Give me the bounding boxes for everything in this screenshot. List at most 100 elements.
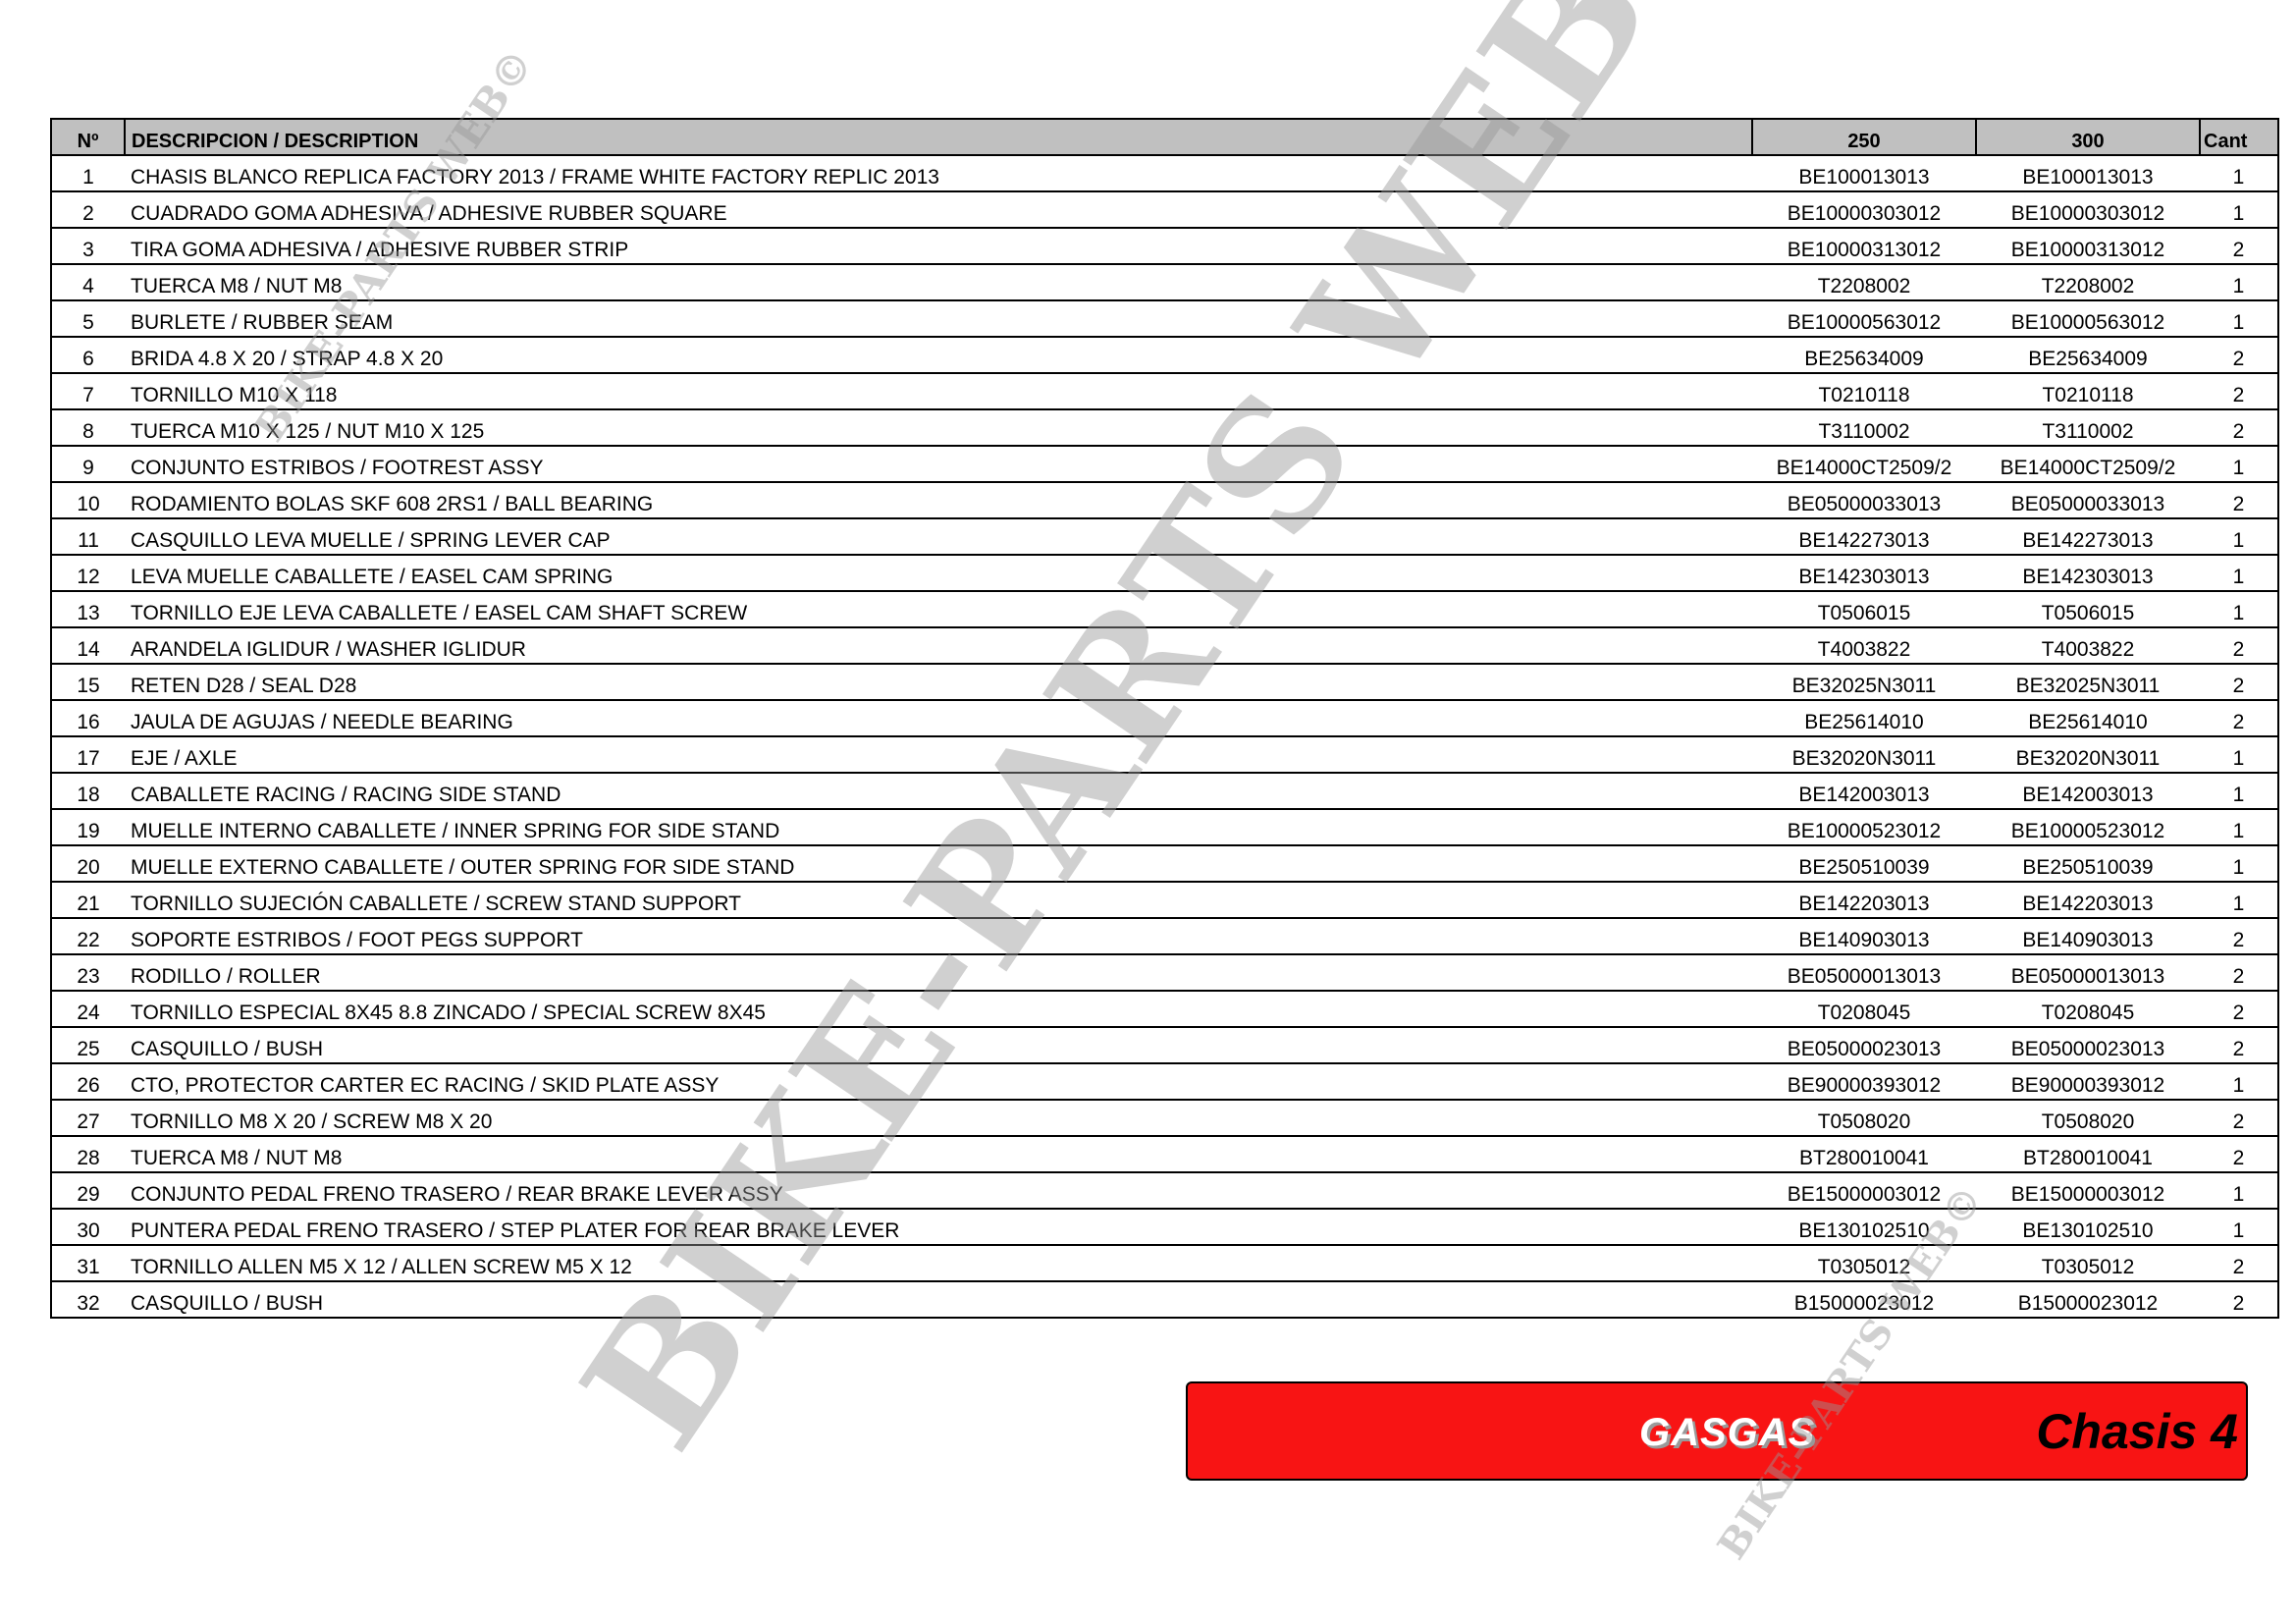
row-part-300: BE32025N3011 [1976, 664, 2200, 701]
row-quantity: 2 [2200, 482, 2278, 519]
row-description: TUERCA M8 / NUT M8 [125, 264, 1752, 301]
row-number: 6 [51, 337, 125, 374]
table-row: 18 CABALLETE RACING / RACING SIDE STAND BE… [51, 773, 2278, 810]
row-quantity: 2 [2200, 1100, 2278, 1137]
row-description: CASQUILLO LEVA MUELLE / SPRING LEVER CAP [125, 518, 1752, 556]
row-part-250: BE32020N3011 [1752, 736, 1976, 774]
row-quantity: 2 [2200, 337, 2278, 374]
row-number: 19 [51, 809, 125, 846]
row-number: 27 [51, 1100, 125, 1137]
row-description: CUADRADO GOMA ADHESIVA / ADHESIVE RUBBER… [125, 191, 1752, 229]
row-number: 21 [51, 882, 125, 919]
table-row: 25 CASQUILLO / BUSH BE05000023013 BE0500002… [51, 1027, 2278, 1064]
row-description: MUELLE INTERNO CABALLETE / INNER SPRING … [125, 809, 1752, 846]
row-number: 1 [51, 155, 125, 192]
row-part-300: T0210118 [1976, 373, 2200, 410]
row-description: CONJUNTO PEDAL FRENO TRASERO / REAR BRAK… [125, 1172, 1752, 1210]
row-part-300: T0208045 [1976, 991, 2200, 1028]
row-number: 14 [51, 627, 125, 665]
row-quantity: 1 [2200, 1172, 2278, 1210]
row-part-250: T0208045 [1752, 991, 1976, 1028]
row-number: 3 [51, 228, 125, 265]
row-number: 24 [51, 991, 125, 1028]
row-description: RETEN D28 / SEAL D28 [125, 664, 1752, 701]
row-description: ARANDELA IGLIDUR / WASHER IGLIDUR [125, 627, 1752, 665]
table-row: 22 SOPORTE ESTRIBOS / FOOT PEGS SUPPORT BE… [51, 918, 2278, 955]
row-part-300: B15000023012 [1976, 1281, 2200, 1319]
row-part-250: BE142203013 [1752, 882, 1976, 919]
row-quantity: 2 [2200, 664, 2278, 701]
row-part-250: BE10000523012 [1752, 809, 1976, 846]
row-description: LEVA MUELLE CABALLETE / EASEL CAM SPRING [125, 555, 1752, 592]
table-row: 10 RODAMIENTO BOLAS SKF 608 2RS1 / BALL B… [51, 482, 2278, 519]
table-row: 3 TIRA GOMA ADHESIVA / ADHESIVE RUBBER ST… [51, 228, 2278, 265]
table-row: 30 PUNTERA PEDAL FRENO TRASERO / STEP PLA… [51, 1209, 2278, 1246]
table-row: 13 TORNILLO EJE LEVA CABALLETE / EASEL CA… [51, 591, 2278, 628]
row-quantity: 2 [2200, 1281, 2278, 1319]
header-quantity: Cant [2199, 118, 2279, 156]
table-row: 32 CASQUILLO / BUSH B15000023012 B150000230… [51, 1281, 2278, 1319]
table-row: 12 LEVA MUELLE CABALLETE / EASEL CAM SPRI… [51, 555, 2278, 592]
row-part-250: T0506015 [1752, 591, 1976, 628]
header-250: 250 [1751, 118, 1977, 156]
row-part-300: BE15000003012 [1976, 1172, 2200, 1210]
table-row: 14 ARANDELA IGLIDUR / WASHER IGLIDUR T4003… [51, 627, 2278, 665]
row-number: 25 [51, 1027, 125, 1064]
row-quantity: 1 [2200, 809, 2278, 846]
row-quantity: 2 [2200, 991, 2278, 1028]
row-quantity: 1 [2200, 591, 2278, 628]
row-number: 17 [51, 736, 125, 774]
row-description: CHASIS BLANCO REPLICA FACTORY 2013 / FRA… [125, 155, 1752, 192]
table-row: 26 CTO, PROTECTOR CARTER EC RACING / SKID… [51, 1063, 2278, 1101]
row-description: CONJUNTO ESTRIBOS / FOOTREST ASSY [125, 446, 1752, 483]
row-part-300: BT280010041 [1976, 1136, 2200, 1173]
row-part-250: BE10000303012 [1752, 191, 1976, 229]
table-row: 7 TORNILLO M10 X 118 T0210118 T0210118 2 [51, 373, 2278, 410]
row-description: EJE / AXLE [125, 736, 1752, 774]
row-quantity: 1 [2200, 555, 2278, 592]
row-quantity: 1 [2200, 882, 2278, 919]
row-part-300: BE10000303012 [1976, 191, 2200, 229]
row-description: BURLETE / RUBBER SEAM [125, 300, 1752, 338]
model-banner: GASGAS Chasis 4 [1186, 1381, 2248, 1481]
row-number: 23 [51, 954, 125, 992]
row-number: 4 [51, 264, 125, 301]
row-part-250: T0508020 [1752, 1100, 1976, 1137]
row-quantity: 1 [2200, 191, 2278, 229]
header-number: Nº [50, 118, 126, 156]
row-description: CASQUILLO / BUSH [125, 1027, 1752, 1064]
row-number: 29 [51, 1172, 125, 1210]
row-number: 11 [51, 518, 125, 556]
row-number: 18 [51, 773, 125, 810]
row-part-250: BE142303013 [1752, 555, 1976, 592]
row-part-300: BE05000023013 [1976, 1027, 2200, 1064]
section-title: Chasis 4 [2036, 1404, 2238, 1459]
row-part-250: BE05000013013 [1752, 954, 1976, 992]
row-part-300: BE250510039 [1976, 845, 2200, 883]
row-number: 10 [51, 482, 125, 519]
row-part-250: T0305012 [1752, 1245, 1976, 1282]
row-number: 15 [51, 664, 125, 701]
row-quantity: 2 [2200, 1027, 2278, 1064]
table-row: 9 CONJUNTO ESTRIBOS / FOOTREST ASSY BE1400… [51, 446, 2278, 483]
row-quantity: 1 [2200, 773, 2278, 810]
row-part-250: BE15000003012 [1752, 1172, 1976, 1210]
row-number: 32 [51, 1281, 125, 1319]
row-number: 31 [51, 1245, 125, 1282]
table-row: 28 TUERCA M8 / NUT M8 BT280010041 BT2800100… [51, 1136, 2278, 1173]
row-description: TORNILLO EJE LEVA CABALLETE / EASEL CAM … [125, 591, 1752, 628]
row-description: RODAMIENTO BOLAS SKF 608 2RS1 / BALL BEA… [125, 482, 1752, 519]
table-row: 17 EJE / AXLE BE32020N3011 BE32020N3011 1 [51, 736, 2278, 774]
row-part-250: BE32025N3011 [1752, 664, 1976, 701]
row-part-300: BE25634009 [1976, 337, 2200, 374]
row-part-250: T0210118 [1752, 373, 1976, 410]
row-part-300: T4003822 [1976, 627, 2200, 665]
row-part-250: BE10000563012 [1752, 300, 1976, 338]
row-description: BRIDA 4.8 X 20 / STRAP 4.8 X 20 [125, 337, 1752, 374]
table-row: 20 MUELLE EXTERNO CABALLETE / OUTER SPRIN… [51, 845, 2278, 883]
table-row: 15 RETEN D28 / SEAL D28 BE32025N3011 BE3202… [51, 664, 2278, 701]
row-part-300: BE05000013013 [1976, 954, 2200, 992]
row-description: CASQUILLO / BUSH [125, 1281, 1752, 1319]
row-part-300: BE140903013 [1976, 918, 2200, 955]
row-quantity: 1 [2200, 264, 2278, 301]
